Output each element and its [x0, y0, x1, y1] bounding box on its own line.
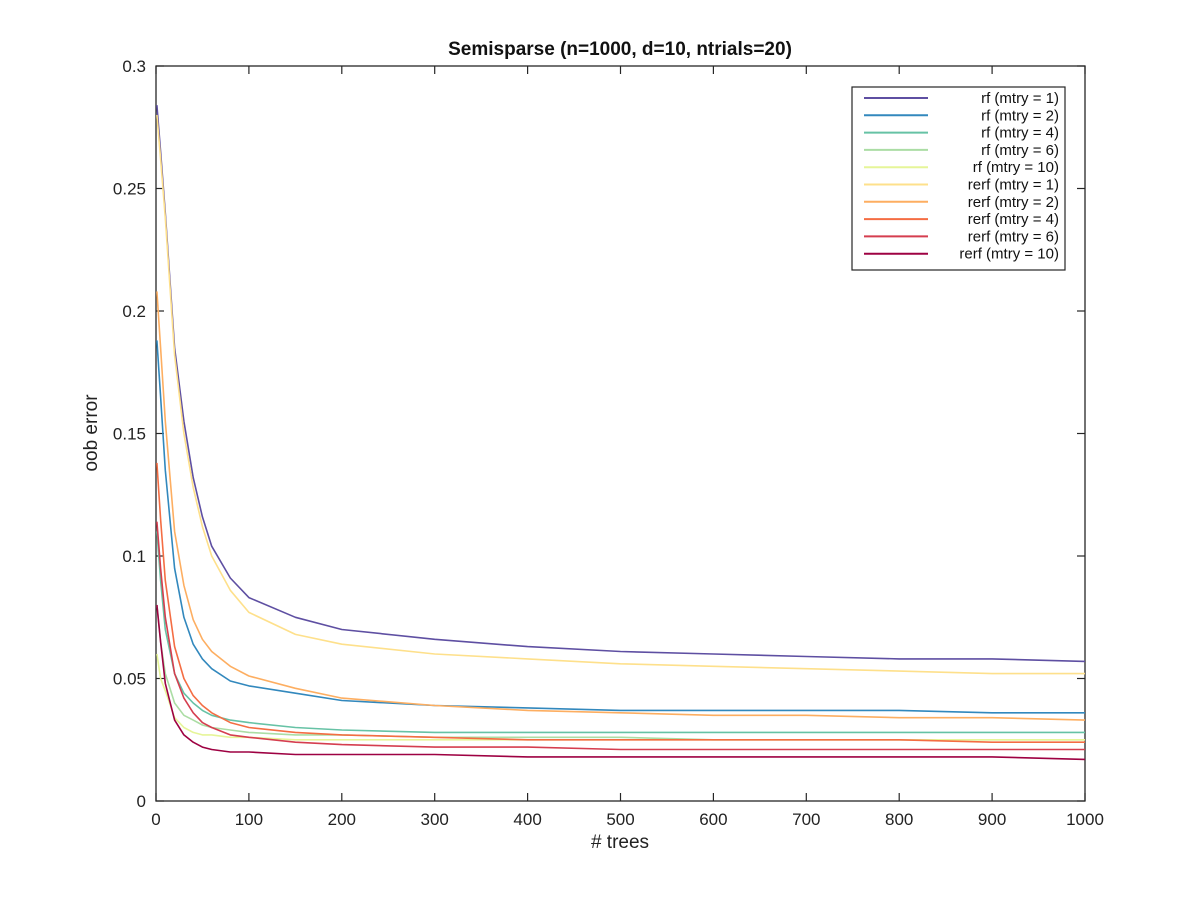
series-line-0 — [156, 105, 1086, 663]
series-line-1 — [156, 340, 1085, 714]
series-line-7 — [156, 462, 1085, 744]
series-line-8 — [156, 521, 1085, 751]
y-axis-label: oob error — [81, 394, 102, 472]
x-tick-label: 800 — [885, 810, 913, 829]
x-tick-label: 700 — [792, 810, 820, 829]
legend-entry-label: rf (mtry = 2) — [981, 107, 1059, 124]
legend-entry-label: rerf (mtry = 6) — [968, 228, 1059, 245]
legend-entry-label: rf (mtry = 4) — [981, 125, 1059, 142]
series-line-5 — [156, 114, 1085, 675]
y-tick-label: 0.05 — [113, 670, 146, 689]
series-line-6 — [156, 291, 1086, 721]
series-lines — [156, 105, 1086, 761]
y-tick-label: 0.2 — [122, 302, 146, 321]
x-tick-label: 100 — [235, 810, 263, 829]
legend-entry-label: rf (mtry = 10) — [973, 159, 1059, 176]
y-tick-label: 0.25 — [113, 180, 146, 199]
legend: rf (mtry = 1)rf (mtry = 2)rf (mtry = 4)r… — [851, 86, 1066, 271]
x-tick-label: 600 — [699, 810, 727, 829]
x-tick-label: 200 — [328, 810, 356, 829]
legend-entry-label: rerf (mtry = 1) — [968, 177, 1059, 194]
legend-entry-label: rf (mtry = 1) — [981, 90, 1059, 107]
legend-entry-label: rf (mtry = 6) — [981, 142, 1059, 159]
x-tick-label: 1000 — [1066, 810, 1104, 829]
x-axis-label: # trees — [591, 832, 649, 853]
y-tick-label: 0.15 — [113, 425, 146, 444]
x-tick-label: 500 — [606, 810, 634, 829]
series-line-9 — [156, 604, 1086, 761]
legend-box — [851, 86, 1066, 271]
x-tick-label: 0 — [151, 810, 160, 829]
axes-ticks: 0 100 200 300 400 500 600 700 800 900 1000 0 0.05 0.1… — [113, 57, 1104, 829]
legend-entry-label: rerf (mtry = 10) — [959, 246, 1059, 263]
legend-entry-label: rerf (mtry = 2) — [968, 194, 1059, 211]
x-tick-label: 900 — [978, 810, 1006, 829]
legend-entry-label: rerf (mtry = 4) — [968, 211, 1059, 228]
x-tick-label: 400 — [513, 810, 541, 829]
y-tick-label: 0.1 — [122, 547, 146, 566]
y-tick-label: 0 — [137, 792, 146, 811]
y-tick-label: 0.3 — [122, 57, 146, 76]
x-tick-label: 300 — [421, 810, 449, 829]
chart-title: Semisparse (n=1000, d=10, ntrials=20) — [448, 39, 792, 60]
